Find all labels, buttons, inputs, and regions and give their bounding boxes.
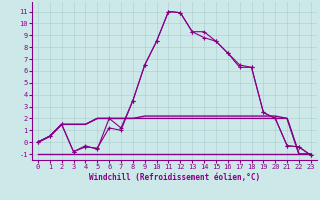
X-axis label: Windchill (Refroidissement éolien,°C): Windchill (Refroidissement éolien,°C): [89, 173, 260, 182]
